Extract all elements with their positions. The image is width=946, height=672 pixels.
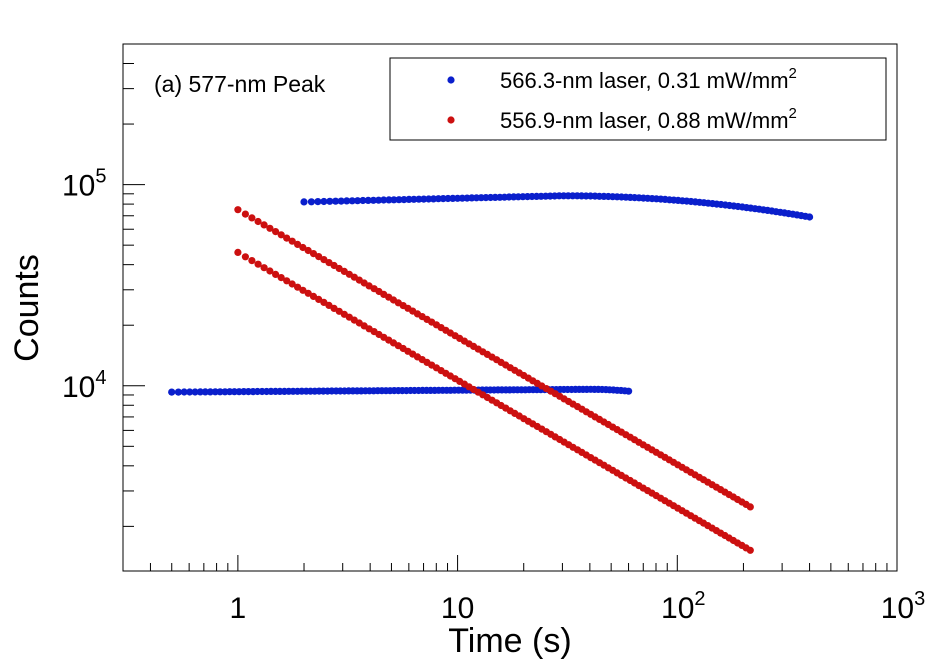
data-point-series-1	[326, 197, 334, 205]
data-point-series-1	[196, 388, 204, 396]
data-point-series-2	[234, 248, 242, 256]
data-point-series-2	[288, 237, 296, 245]
legend-marker-series-1	[447, 76, 455, 84]
data-point-series-1	[314, 198, 322, 206]
data-point-series-1	[332, 197, 340, 205]
data-point-series-1	[359, 196, 367, 205]
data-point-series-2	[277, 274, 285, 282]
data-point-series-2	[288, 280, 296, 288]
legend-label-series-1: 566.3-nm laser, 0.31 mW/mm2	[500, 65, 797, 93]
data-point-series-2	[272, 270, 280, 278]
y-tick-label: 105	[62, 166, 107, 203]
data-point-series-2	[304, 289, 312, 297]
panel-annotation: (a) 577-nm Peak	[154, 71, 326, 97]
data-point-series-1	[348, 197, 356, 205]
data-point-series-2	[294, 240, 302, 248]
data-point-series-2	[746, 503, 754, 511]
data-point-series-1	[806, 213, 814, 221]
data-point-series-1	[201, 388, 209, 396]
data-point-series-1	[168, 388, 176, 396]
x-tick-label: 103	[881, 588, 926, 625]
data-point-series-2	[266, 267, 274, 275]
data-point-series-2	[241, 210, 249, 218]
data-point-series-1	[364, 196, 372, 204]
data-point-series-1	[410, 195, 418, 203]
data-point-series-2	[266, 224, 274, 232]
x-axis-ticks	[122, 555, 898, 571]
data-point-series-2	[277, 231, 285, 239]
data-point-series-1	[380, 196, 388, 204]
y-tick-label: 104	[62, 367, 107, 404]
data-point-series-2	[272, 228, 280, 236]
data-point-series-2	[254, 217, 262, 226]
data-point-series-1	[343, 197, 351, 205]
data-point-series-1	[300, 198, 308, 206]
data-point-series-2	[248, 257, 256, 265]
data-point-series-1	[174, 388, 182, 396]
legend-marker-series-2	[447, 116, 455, 124]
data-point-series-2	[248, 214, 256, 222]
data-point-series-1	[375, 196, 383, 204]
data-point-series-1	[390, 196, 398, 204]
data-point-series-2	[241, 253, 249, 261]
x-axis-tick-labels: 1 10 102 103	[230, 588, 926, 625]
data-point-series-1	[191, 388, 199, 396]
data-point-series-2	[299, 243, 307, 252]
data-point-series-2	[260, 221, 268, 229]
data-point-series-2	[260, 264, 268, 272]
data-point-series-1	[307, 198, 315, 206]
data-point-series-2	[294, 283, 302, 291]
data-point-series-2	[304, 246, 312, 255]
x-tick-label: 10	[441, 592, 474, 625]
legend-label-series-2: 556.9-nm laser, 0.88 mW/mm2	[500, 105, 797, 133]
plot-frame	[122, 43, 898, 572]
data-point-series-1	[180, 388, 188, 396]
data-point-series-1	[354, 197, 362, 205]
legend-box	[389, 57, 887, 141]
data-point-series-1	[395, 196, 403, 204]
data-point-series-2	[254, 260, 262, 268]
y-axis-tick-labels: 104 105	[62, 166, 107, 404]
data-point-series-1	[385, 196, 393, 204]
legend: 566.3-nm laser, 0.31 mW/mm2 556.9-nm lase…	[389, 57, 887, 141]
data-point-series-1	[320, 197, 328, 206]
data-point-series-2	[309, 250, 318, 258]
data-point-series-1	[206, 388, 214, 396]
y-axis-ticks	[123, 43, 145, 527]
data-point-series-2	[299, 286, 307, 294]
data-point-series-1	[186, 388, 194, 396]
data-point-series-2	[746, 546, 754, 554]
y-axis-title: Counts	[8, 254, 46, 362]
data-point-series-2	[283, 277, 291, 285]
x-tick-label: 102	[661, 588, 706, 625]
data-point-series-2	[315, 295, 323, 303]
data-point-series-2	[234, 206, 242, 214]
x-tick-label: 1	[230, 592, 247, 625]
data-point-series-2	[283, 234, 291, 242]
data-point-series-2	[315, 253, 323, 261]
data-point-series-2	[309, 292, 318, 300]
data-point-series-1	[625, 387, 633, 395]
x-axis-title: Time (s)	[448, 622, 571, 660]
data-point-series-1	[369, 196, 377, 204]
data-point-series-1	[337, 197, 345, 205]
data-points	[168, 192, 814, 554]
